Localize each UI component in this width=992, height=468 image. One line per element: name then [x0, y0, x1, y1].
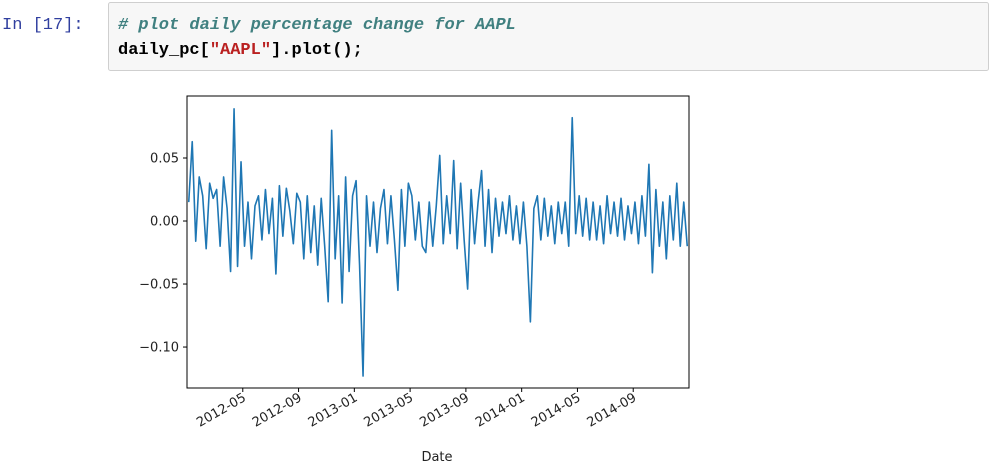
prompt: In [17]: [2, 16, 84, 35]
code-token: daily_pc[ [118, 41, 210, 60]
code-line: daily_pc["AAPL"].plot(); [118, 41, 363, 60]
x-tick-label: 2012-05 [194, 390, 249, 430]
comment: # plot daily percentage change for AAPL [118, 16, 516, 35]
x-tick-label: 2014-05 [529, 390, 584, 430]
x-tick-label: 2013-01 [306, 390, 361, 430]
x-axis-label: Date [421, 450, 452, 465]
data-line [187, 108, 689, 377]
y-tick-label: −0.10 [139, 341, 179, 356]
input-area[interactable] [108, 2, 989, 71]
x-tick-label: 2014-01 [473, 390, 528, 430]
y-tick-label: 0.05 [150, 152, 179, 167]
x-tick-label: 2013-09 [417, 390, 472, 430]
plot-frame [186, 95, 690, 389]
x-tick-label: 2012-09 [250, 390, 305, 430]
string-token: "AAPL" [210, 41, 271, 60]
y-tick-label: −0.05 [139, 278, 179, 293]
y-tick-label: 0.00 [150, 215, 179, 230]
x-tick-label: 2014-09 [585, 390, 640, 430]
x-tick-label: 2013-05 [362, 390, 417, 430]
code-line: # plot daily percentage change for AAPL [118, 16, 516, 35]
code-token: ].plot(); [271, 41, 363, 60]
